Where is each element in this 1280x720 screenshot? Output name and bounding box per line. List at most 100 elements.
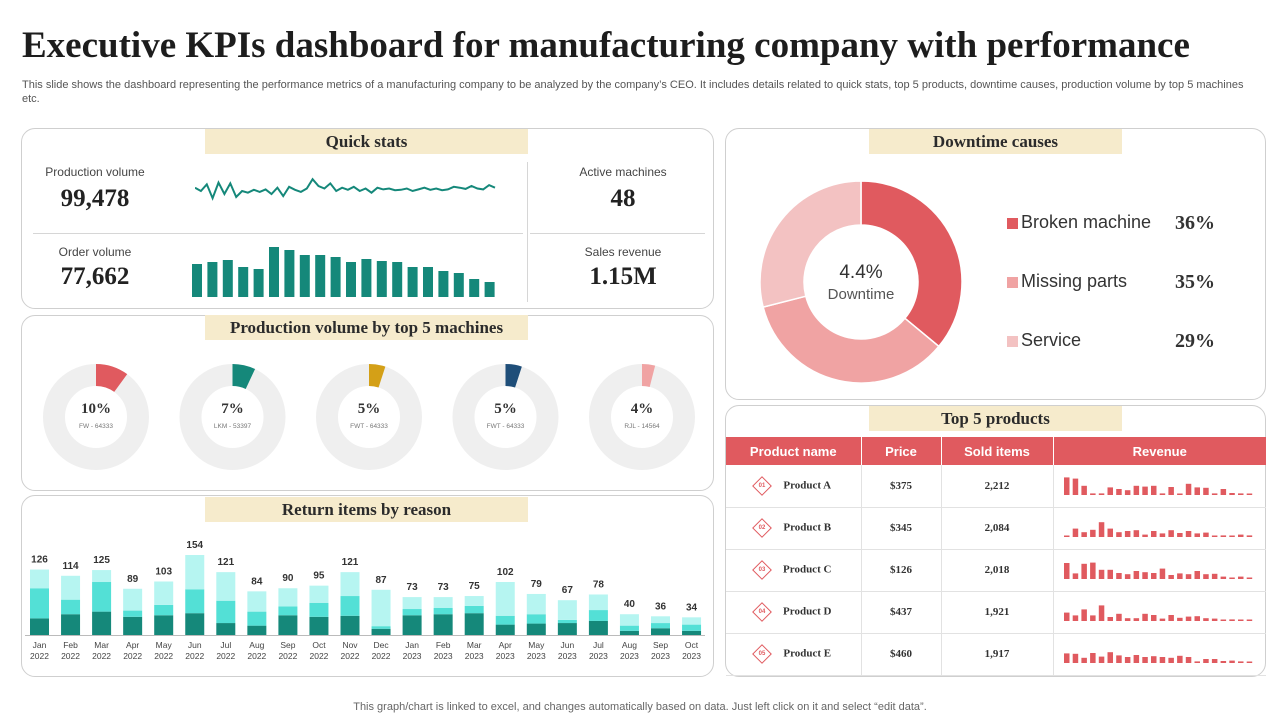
product-revenue-bar <box>1081 563 1087 579</box>
returns-chart: 126Jan2022114Feb2022125Mar202289Apr20221… <box>25 540 705 661</box>
product-revenue-bar <box>1237 493 1244 495</box>
machines-title: Production volume by top 5 machines <box>205 315 528 340</box>
product-revenue-bar <box>1159 657 1165 663</box>
legend-label: Missing parts <box>1021 271 1128 291</box>
production-volume-label: Production volume <box>45 165 145 179</box>
product-revenue-bar <box>1063 477 1070 495</box>
returns-month-label: Jul <box>593 640 604 650</box>
product-revenue-bar <box>1202 532 1209 537</box>
returns-bar-segment <box>651 623 670 629</box>
product-revenue-bar <box>1211 493 1218 495</box>
product-revenue-bar <box>1237 661 1244 663</box>
returns-total-label: 154 <box>186 540 203 551</box>
machine-donut-arc <box>179 364 286 470</box>
returns-bar-segment <box>682 630 702 635</box>
returns-bar-segment <box>557 619 577 624</box>
product-revenue-bar <box>1159 618 1165 621</box>
product-revenue-bar <box>1168 657 1174 663</box>
order-volume-bar <box>376 261 387 297</box>
product-revenue-bar <box>1168 615 1174 621</box>
product-revenue-bar <box>1211 618 1218 621</box>
returns-year-label: 2022 <box>185 651 204 661</box>
product-revenue-bar <box>1107 569 1113 579</box>
machine-donut: 5% FWT - 64333 <box>452 364 559 470</box>
machine-code: RJL - 14564 <box>624 423 660 430</box>
product-revenue-bar <box>1142 657 1148 663</box>
returns-bar-segment <box>588 620 608 635</box>
returns-bar-segment <box>588 594 608 611</box>
returns-year-label: 2023 <box>558 651 577 661</box>
legend-label: Service <box>1021 330 1082 350</box>
returns-year-label: 2023 <box>403 651 422 661</box>
returns-bar-segment <box>185 589 205 614</box>
returns-bar-segment <box>278 615 298 635</box>
product-revenue-bar <box>1246 619 1252 621</box>
returns-bar-segment <box>30 569 49 589</box>
returns-bar-segment <box>278 588 298 607</box>
product-revenue-bar <box>1194 533 1200 537</box>
product-revenue-cell <box>1053 507 1266 550</box>
downtime-legend-item: Service 29% <box>1007 329 1237 355</box>
returns-total-label: 125 <box>93 555 110 566</box>
product-revenue-bar <box>1150 573 1157 579</box>
downtime-legend-item: Missing parts 35% <box>1007 270 1237 296</box>
product-revenue-bar <box>1089 493 1096 495</box>
returns-month-label: Jul <box>220 640 231 650</box>
product-revenue-bar <box>1133 485 1139 495</box>
returns-bar-segment <box>526 593 546 615</box>
returns-year-label: 2022 <box>247 651 266 661</box>
product-revenue-bar <box>1072 653 1078 663</box>
quick-stats-title: Quick stats <box>205 129 528 154</box>
returns-bar-segment <box>619 630 639 635</box>
returns-bar-segment <box>651 628 670 635</box>
product-revenue-bar <box>1098 656 1105 663</box>
product-revenue-cell <box>1053 465 1266 508</box>
machine-donut-arc <box>589 364 695 470</box>
returns-bar-segment <box>154 581 174 605</box>
product-rank-badge: 01 <box>752 475 773 496</box>
sales-revenue-label: Sales revenue <box>584 245 662 259</box>
machine-code: FWT - 64333 <box>350 423 388 430</box>
returns-bar-segment <box>92 570 112 583</box>
returns-month-label: Oct <box>312 640 326 650</box>
product-revenue-bar <box>1159 568 1165 579</box>
returns-total-label: 114 <box>62 561 79 572</box>
product-rank-number: 02 <box>759 525 766 531</box>
order-volume-bar <box>392 262 403 297</box>
returns-bar-segment <box>278 606 298 616</box>
returns-bar-segment <box>154 604 174 616</box>
returns-month-label: Apr <box>499 640 512 650</box>
returns-bar-segment <box>309 602 329 617</box>
legend-swatch <box>1007 277 1018 288</box>
returns-bar-segment <box>154 615 174 635</box>
returns-total-label: 34 <box>686 602 698 613</box>
downtime-title: Downtime causes <box>869 129 1122 154</box>
product-revenue-bar <box>1194 571 1200 579</box>
machine-donut-track <box>316 364 422 470</box>
product-name: Product C <box>783 563 832 576</box>
returns-month-label: Aug <box>249 640 264 650</box>
product-name-cell: 03 Product C <box>726 549 862 592</box>
order-volume-bar <box>346 262 356 297</box>
returns-total-label: 78 <box>593 579 605 590</box>
downtime-legend-item: Broken machine 36% <box>1007 211 1237 237</box>
product-revenue-bar <box>1115 573 1122 579</box>
returns-month-label: Jun <box>560 640 574 650</box>
returns-bar-segment <box>30 618 49 635</box>
returns-bar-segment <box>402 609 422 616</box>
downtime-slice <box>762 295 940 384</box>
product-revenue-bar <box>1176 573 1183 579</box>
product-revenue-cell <box>1053 549 1266 592</box>
machine-donut-track <box>589 364 695 470</box>
returns-total-label: 73 <box>438 582 450 593</box>
product-revenue-bar <box>1211 535 1218 537</box>
product-revenue-bar <box>1220 576 1226 579</box>
returns-month-label: May <box>156 640 173 650</box>
product-revenue-bar <box>1063 563 1070 579</box>
returns-bar-segment <box>247 625 267 635</box>
products-title: Top 5 products <box>869 406 1122 431</box>
returns-total-label: 36 <box>655 601 667 612</box>
table-row: 04 Product D $437 1,921 <box>726 591 1266 634</box>
returns-bar-segment <box>464 605 484 614</box>
